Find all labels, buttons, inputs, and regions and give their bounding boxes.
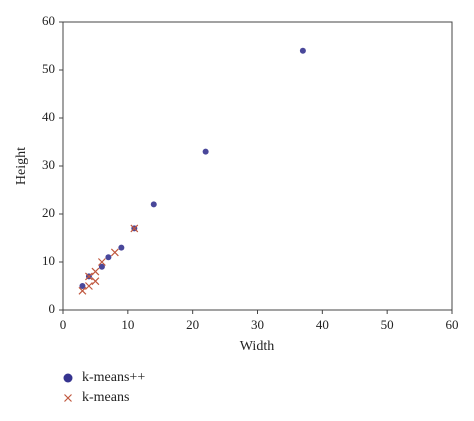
point	[110, 248, 119, 257]
point	[91, 267, 100, 276]
legend-marker	[63, 373, 73, 383]
legend-label: k-means++	[82, 370, 145, 385]
point	[118, 244, 125, 251]
point	[97, 258, 106, 266]
y-tick-label: 40	[42, 109, 55, 124]
x-tick-label: 30	[251, 317, 264, 332]
point	[105, 254, 112, 261]
x-tick-label: 20	[186, 317, 199, 332]
point	[98, 263, 105, 270]
x-axis-title: Width	[240, 339, 274, 354]
point	[299, 47, 306, 54]
point	[78, 286, 87, 295]
point	[85, 272, 93, 281]
legend-label: k-means	[82, 390, 129, 405]
x-tick-label: 0	[60, 317, 67, 332]
plot-frame	[62, 21, 453, 311]
y-tick-label: 0	[49, 301, 56, 316]
point	[130, 224, 139, 233]
y-tick-label: 50	[42, 61, 55, 76]
point	[79, 283, 86, 289]
point	[91, 277, 100, 286]
x-tick-label: 40	[316, 317, 329, 332]
y-tick-label: 10	[42, 253, 55, 268]
point	[85, 282, 93, 290]
point	[202, 148, 209, 155]
y-axis-title: Height	[14, 147, 29, 185]
x-tick-label: 10	[121, 317, 134, 332]
y-tick-label: 20	[42, 205, 55, 220]
y-tick-label: 60	[42, 13, 55, 28]
x-tick-label: 60	[446, 317, 459, 332]
y-tick-label: 30	[42, 157, 55, 172]
legend-marker	[64, 394, 72, 402]
point	[150, 201, 157, 208]
x-tick-label: 50	[381, 317, 394, 332]
